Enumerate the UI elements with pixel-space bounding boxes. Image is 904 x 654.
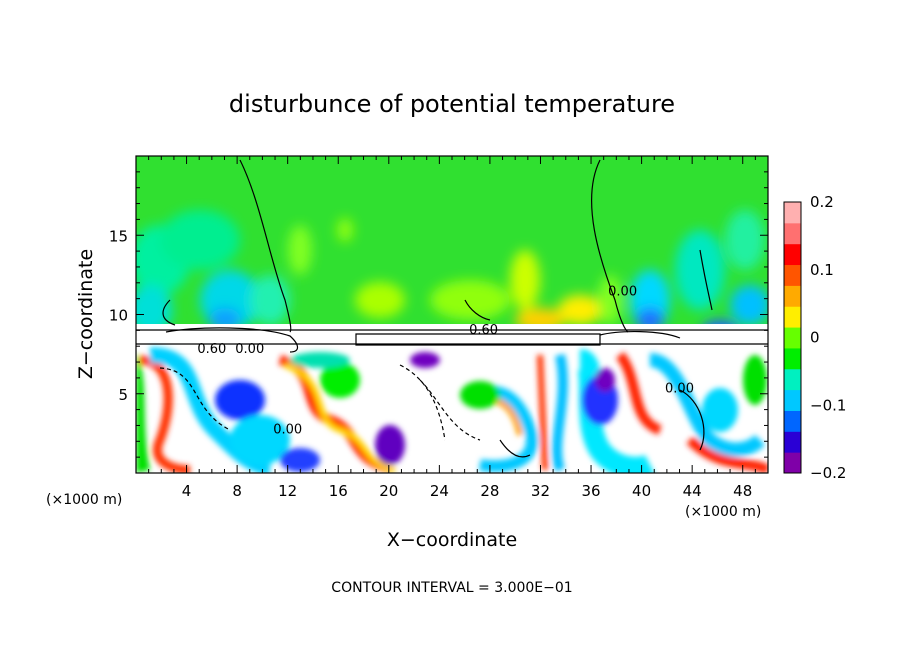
x-tick-label: 36 — [581, 482, 600, 500]
colorbar-swatch — [784, 306, 801, 328]
y-axis-ticks: 5 10 15 — [109, 171, 768, 458]
x-tick-label: 44 — [683, 482, 702, 500]
colorbar-tick-label: 0 — [810, 329, 820, 347]
colorbar-tick-label: −0.2 — [810, 464, 846, 482]
y-tick-label: 5 — [118, 386, 128, 404]
contour-label: 0.60 — [197, 342, 226, 357]
colorbar-swatch — [784, 368, 801, 391]
contour-labels: 0.60 0.60 0.00 0.00 0.00 0.00 — [197, 285, 694, 438]
heatmap-field — [136, 156, 768, 473]
colorbar-swatch — [784, 452, 801, 474]
colorbar-swatch — [784, 431, 801, 453]
x-tick-label: 20 — [379, 482, 398, 500]
x-unit-left: (×1000 m) — [46, 492, 122, 508]
colorbar-swatch — [784, 243, 801, 266]
contour-label: 0.00 — [273, 423, 302, 438]
x-tick-label: 48 — [733, 482, 752, 500]
x-tick-label: 24 — [430, 482, 449, 500]
contour-interval: CONTOUR INTERVAL = 3.000E−01 — [331, 580, 572, 596]
colorbar-swatch — [784, 264, 801, 286]
colorbar-tick-label: −0.1 — [810, 396, 846, 414]
y-tick-label: 10 — [109, 307, 128, 325]
chart-title: disturbunce of potential temperature — [229, 90, 675, 118]
colorbar-tick-label: 0.1 — [810, 261, 834, 279]
x-tick-label: 8 — [232, 482, 242, 500]
colorbar-tick-label: 0.2 — [810, 193, 834, 211]
colorbar-frame — [783, 201, 802, 474]
contour-label: 0.00 — [235, 342, 264, 357]
y-axis-label: Z−coordinate — [75, 249, 97, 379]
colorbar-swatch — [784, 327, 801, 349]
colorbar-swatch — [784, 389, 801, 411]
x-tick-label: 16 — [329, 482, 348, 500]
contour-lines — [136, 159, 768, 458]
colorbar-swatch — [784, 347, 801, 370]
y-tick-label: 15 — [109, 227, 128, 245]
x-unit-right: (×1000 m) — [685, 504, 761, 520]
colorbar-swatch — [784, 410, 801, 432]
x-tick-label: 12 — [278, 482, 297, 500]
x-tick-label: 28 — [480, 482, 499, 500]
colorbar — [784, 202, 801, 474]
x-tick-label: 4 — [182, 482, 192, 500]
colorbar-swatch — [784, 285, 801, 307]
colorbar-swatch — [784, 202, 801, 224]
lower-layer-blobs — [136, 347, 768, 473]
x-tick-label: 32 — [531, 482, 550, 500]
colorbar-ticks: 0.2 0.1 0 −0.1 −0.2 — [810, 193, 846, 482]
colorbar-swatch — [784, 222, 801, 245]
contour-label: 0.00 — [665, 381, 694, 396]
x-tick-label: 40 — [632, 482, 651, 500]
x-axis-ticks: 4 8 12 16 20 24 28 32 36 40 44 48 — [148, 156, 756, 500]
x-axis-label: X−coordinate — [387, 529, 517, 551]
contour-label: 0.60 — [469, 323, 498, 338]
contour-label: 0.00 — [608, 285, 637, 300]
